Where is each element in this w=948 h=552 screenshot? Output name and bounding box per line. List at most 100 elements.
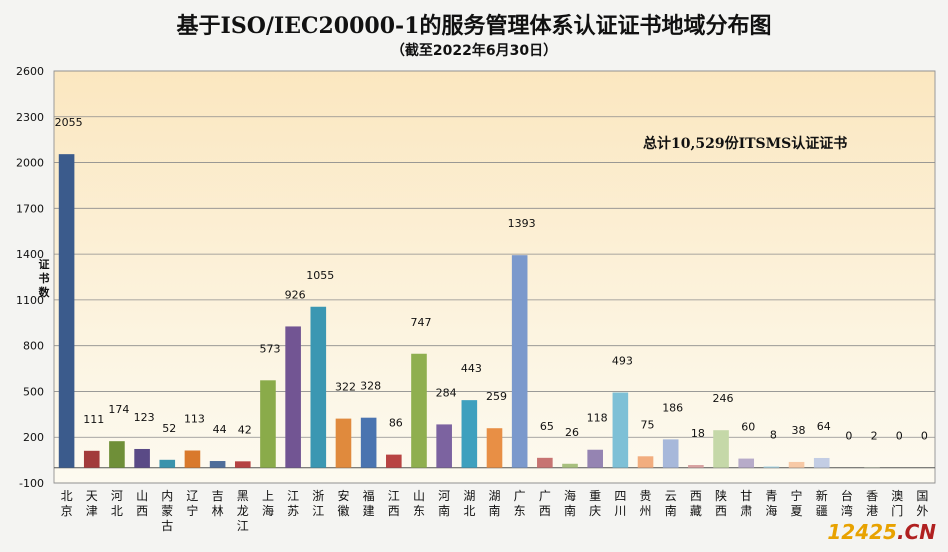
data-label: 75 bbox=[641, 418, 655, 431]
y-tick-label: 500 bbox=[23, 385, 44, 398]
x-tick-label: 黑龙江 bbox=[237, 489, 249, 533]
data-label: 64 bbox=[817, 420, 831, 433]
y-tick-label: 2300 bbox=[16, 111, 44, 124]
x-tick-label: 广西 bbox=[539, 489, 551, 518]
bar bbox=[134, 448, 150, 468]
x-tick-label: 西藏 bbox=[690, 489, 702, 518]
bar bbox=[562, 463, 578, 468]
x-tick-label: 云南 bbox=[665, 489, 677, 518]
x-tick-label: 内蒙古 bbox=[161, 489, 173, 533]
data-label: 1393 bbox=[508, 217, 536, 230]
x-tick-label: 江西 bbox=[388, 489, 400, 518]
data-label: 493 bbox=[612, 355, 633, 368]
bar bbox=[511, 255, 528, 468]
bar bbox=[109, 441, 125, 468]
data-label: 113 bbox=[184, 412, 205, 425]
bar bbox=[612, 392, 629, 468]
bar bbox=[486, 428, 503, 468]
bar bbox=[159, 459, 176, 468]
bar bbox=[335, 418, 352, 468]
x-tick-label: 重庆 bbox=[589, 489, 601, 518]
bar bbox=[713, 430, 729, 468]
bar bbox=[386, 454, 402, 468]
x-tick-label: 陕西 bbox=[715, 488, 727, 518]
y-tick-label: -100 bbox=[19, 477, 44, 490]
x-tick-label: 青海 bbox=[765, 489, 777, 518]
data-label: 8 bbox=[770, 429, 777, 442]
watermark-part-a: 12425 bbox=[827, 520, 897, 544]
x-tick-label: 北京 bbox=[61, 489, 73, 518]
data-label: 42 bbox=[238, 423, 252, 436]
y-tick-label: 2600 bbox=[16, 65, 44, 78]
bar bbox=[234, 461, 251, 468]
x-tick-label: 安徽 bbox=[337, 488, 349, 518]
x-tick-label: 澳门 bbox=[891, 489, 903, 518]
y-axis-label: 证书数 bbox=[38, 258, 50, 299]
x-tick-label: 浙江 bbox=[312, 489, 324, 518]
chart-title: 基于ISO/IEC20000-1的服务管理体系认证证书地域分布图 bbox=[176, 13, 772, 39]
x-tick-label: 湖北 bbox=[463, 488, 475, 518]
x-tick-label: 山西 bbox=[136, 489, 148, 518]
bar bbox=[83, 450, 100, 468]
data-label: 38 bbox=[792, 424, 806, 437]
bar bbox=[587, 449, 603, 468]
data-label: 44 bbox=[213, 423, 227, 436]
data-label: 18 bbox=[691, 427, 705, 440]
x-tick-label: 四川 bbox=[614, 489, 626, 518]
bar bbox=[360, 417, 377, 468]
total-annotation: 总计10,529份ITSMS认证证书 bbox=[643, 136, 848, 152]
data-label: 52 bbox=[162, 422, 176, 435]
bar bbox=[436, 424, 452, 468]
x-tick-label: 山东 bbox=[413, 489, 425, 518]
chart-subtitle: （截至2022年6月30日） bbox=[390, 43, 558, 59]
y-tick-label: 800 bbox=[23, 340, 44, 353]
data-label: 284 bbox=[436, 386, 457, 399]
bar bbox=[310, 306, 327, 468]
x-tick-label: 国外 bbox=[916, 489, 928, 518]
x-tick-label: 天津 bbox=[86, 489, 98, 518]
data-label: 926 bbox=[285, 288, 306, 301]
bar bbox=[537, 457, 553, 468]
data-label: 186 bbox=[662, 401, 683, 414]
bar bbox=[285, 326, 301, 468]
bar bbox=[813, 457, 830, 468]
x-tick-label: 新疆 bbox=[816, 488, 828, 518]
y-tick-label: 2000 bbox=[16, 157, 44, 170]
x-tick-label: 广东 bbox=[514, 489, 526, 518]
bar bbox=[788, 461, 805, 468]
x-tick-label: 甘肃 bbox=[740, 489, 752, 518]
x-tick-label: 宁夏 bbox=[791, 488, 803, 518]
bar bbox=[411, 353, 427, 468]
data-label: 118 bbox=[587, 412, 608, 425]
data-label: 65 bbox=[540, 420, 554, 433]
x-tick-label: 河北 bbox=[111, 489, 123, 518]
x-tick-label: 香港 bbox=[866, 489, 878, 518]
data-label: 174 bbox=[108, 403, 129, 416]
data-label: 1055 bbox=[306, 269, 334, 282]
data-label: 328 bbox=[360, 380, 381, 393]
data-label: 123 bbox=[134, 411, 155, 424]
data-label: 86 bbox=[389, 417, 403, 430]
x-tick-label: 江苏 bbox=[287, 489, 299, 518]
data-label: 573 bbox=[259, 342, 280, 355]
x-tick-label: 河南 bbox=[438, 489, 450, 518]
data-label: 0 bbox=[845, 430, 852, 443]
x-tick-label: 上海 bbox=[262, 489, 274, 518]
data-label: 111 bbox=[83, 413, 104, 426]
data-label: 26 bbox=[565, 426, 579, 439]
bar bbox=[662, 439, 679, 468]
x-tick-label: 海南 bbox=[564, 488, 576, 518]
x-tick-label: 贵州 bbox=[640, 489, 652, 518]
bar bbox=[58, 154, 75, 468]
x-tick-label: 台湾 bbox=[841, 488, 853, 518]
bar bbox=[209, 461, 226, 468]
data-label: 0 bbox=[921, 430, 928, 443]
x-tick-label: 辽宁 bbox=[186, 489, 198, 518]
data-label: 2 bbox=[871, 429, 878, 442]
bar bbox=[688, 464, 704, 468]
data-label: 747 bbox=[410, 316, 431, 329]
y-tick-label: 1400 bbox=[16, 248, 44, 261]
data-label: 2055 bbox=[55, 116, 83, 129]
data-label: 246 bbox=[713, 392, 734, 405]
